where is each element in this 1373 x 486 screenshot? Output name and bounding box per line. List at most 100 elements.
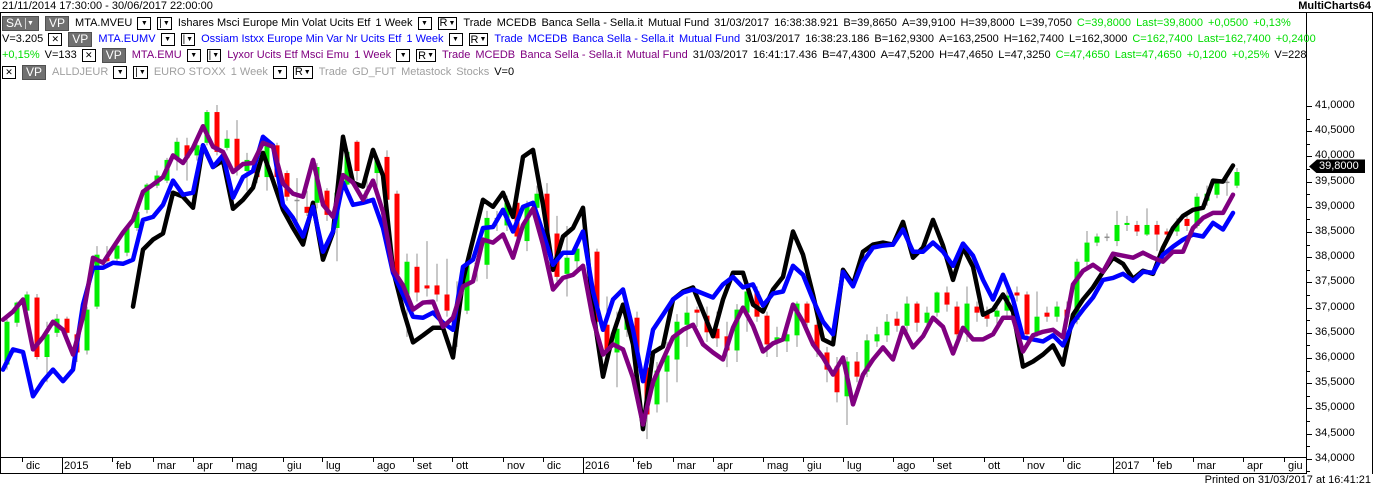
y-minor-tick [1307,395,1310,397]
y-tick [1307,106,1312,107]
legend-text: Trade [494,33,523,46]
y-minor-tick [1307,345,1310,347]
dropdown[interactable]: ▼ [186,49,201,63]
x-tick [713,458,714,462]
vp-button[interactable]: VP [22,64,47,80]
sa-button[interactable]: SA ▼ [2,15,40,31]
y-minor-tick [1307,118,1310,120]
app-name: MultiCharts64 [1298,0,1371,12]
vp-button[interactable]: VP [45,15,70,31]
resolution-dropdown[interactable]: R ▼ [416,49,437,63]
candle-down [324,190,330,215]
candle-up [784,334,790,342]
chevron-down-icon: ▼ [421,19,428,27]
candle-down [444,294,450,311]
candle-up [224,138,230,148]
chevron-down-icon: ▼ [427,52,435,60]
chevron-down-icon[interactable]: ▼ [25,17,35,29]
legend-text: A=163,2500 [939,33,999,46]
x-tick [322,458,323,462]
close-icon[interactable]: ✕ [81,49,96,63]
chevron-down-icon: ▼ [448,19,456,27]
legend-text: 1 Week [230,65,268,78]
candle-down [1044,312,1050,317]
legend-text: A=39,9100 [901,16,956,29]
y-tick-label: 35,5000 [1315,376,1355,389]
resolution-dropdown[interactable]: R ▼ [437,16,458,30]
candle-up [1234,172,1240,186]
candle-down [984,312,990,319]
legend-text: Mutual Fund [678,33,741,46]
x-tick-label: dic [26,460,41,472]
dropdown[interactable]: ▼ [113,65,128,79]
dropdown[interactable]: ▼ [137,16,152,30]
y-minor-tick [1307,244,1310,246]
indicator-dropdown[interactable]: | ▼ [157,16,172,30]
x-tick-label: dic [547,460,562,472]
dropdown[interactable]: ▼ [417,16,432,30]
y-tick [1307,181,1312,183]
legend-text: +0,13% [1253,16,1291,29]
legend-text: 16:38:38.921 [774,16,839,29]
x-tick-label: ott [456,460,469,472]
chevron-down-icon: ▼ [190,52,198,60]
candle-up [1074,261,1080,320]
chevron-down-icon: ▼ [479,36,487,44]
candle-down [544,193,550,237]
legend-text: Trade [318,65,348,78]
resolution-dropdown[interactable]: R ▼ [292,65,313,79]
candle-up [94,254,100,307]
x-tick-label: feb [1157,460,1173,472]
indicator-dropdown[interactable]: | ▼ [180,33,196,47]
legend-text: 16:41:17.436 [752,49,818,62]
y-tick-label: 36,5000 [1315,325,1355,338]
legend-text: Banca Sella - Sella.it [520,49,622,62]
candle-down [814,324,820,351]
x-tick-label: mag [767,460,789,472]
candle-down [954,306,960,335]
legend-text: B=39,8650 [843,16,897,29]
x-tick [543,458,544,462]
chevron-down-icon: ▼ [138,68,146,76]
legend-text: MTA.EUMV [98,33,156,46]
r-icon: R [470,33,479,46]
vp-button[interactable]: VP [101,48,126,64]
resolution-dropdown[interactable]: R ▼ [468,33,489,47]
candle-up [874,334,880,342]
chart-plot-area[interactable] [0,12,1306,457]
dropdown[interactable]: ▼ [160,33,175,47]
dropdown[interactable]: ▼ [448,33,463,47]
close-icon[interactable]: ✕ [48,33,63,47]
x-tick [283,458,284,462]
candle-down [354,141,360,172]
x-tick-label: mar [1197,460,1216,472]
candle-up [524,205,530,242]
x-tick-label: apr [197,460,213,472]
candle-down [1014,292,1020,296]
legend-text: Banca Sella - Sella.it [541,16,643,29]
y-minor-tick [1307,219,1310,221]
legend-text: 31/03/2017 [692,49,748,62]
dropdown[interactable]: ▼ [396,49,411,63]
time-axis[interactable]: dic 2015 feb mar apr mag giu lug ago set ott nov dic… [0,457,1306,474]
candle-up [564,257,570,274]
x-tick-label: 2017 [1115,460,1140,472]
legend-row: +0,15% V=133 ✕ VP MTA.EMU ▼ | ▼ Lyxor Ucits Etf … [2,48,1321,64]
x-tick-label: feb [637,460,653,472]
x-tick [933,458,934,462]
vp-button[interactable]: VP [68,32,93,48]
close-icon[interactable]: ✕ [2,65,16,79]
y-tick [1307,257,1312,259]
bar-icon: | [135,66,138,78]
candle-down [424,285,430,289]
candle-down [594,251,600,322]
candle-down [944,292,950,305]
indicator-dropdown[interactable]: | ▼ [133,65,148,79]
dropdown[interactable]: ▼ [272,65,287,79]
indicator-dropdown[interactable]: | ▼ [206,49,222,63]
button-label: VP [26,64,43,79]
candle-up [1094,236,1100,243]
x-tick [763,458,764,462]
y-tick [1307,131,1312,133]
